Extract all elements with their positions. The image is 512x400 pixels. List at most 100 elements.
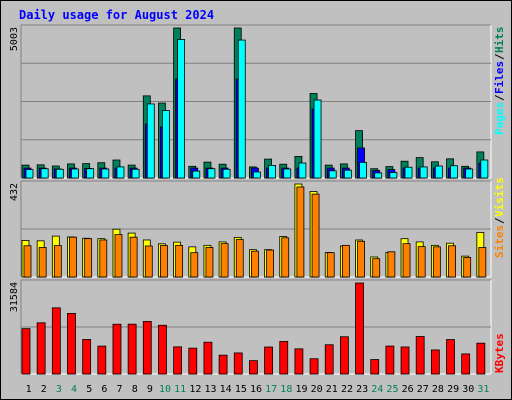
bar-pages-day-23 <box>359 162 367 179</box>
legend-visits: Visits <box>493 177 506 217</box>
bar-pages-day-26 <box>404 166 413 179</box>
legend-separator: / <box>493 217 506 224</box>
bar-pages-day-12 <box>192 170 201 179</box>
bar-sites-day-4 <box>69 236 77 278</box>
bar-pages-day-10 <box>162 110 170 179</box>
x-tick-label-day-14: 14 <box>220 384 232 395</box>
bar-pages-day-21 <box>328 170 337 179</box>
max-label-hits-files-pages: 5003 <box>9 27 20 51</box>
bar-pages-day-3 <box>55 168 64 179</box>
legend-pages: Pages <box>493 102 506 135</box>
x-tick-label-day-16: 16 <box>250 384 262 395</box>
x-tick-label-day-27: 27 <box>417 384 429 395</box>
bar-pages-day-9 <box>146 103 155 179</box>
bar-sites-day-5 <box>84 238 93 278</box>
bar-pages-day-11 <box>177 39 186 179</box>
x-tick-label-day-1: 1 <box>26 384 32 395</box>
bar-kbytes-day-19 <box>294 348 304 375</box>
x-tick-label-day-12: 12 <box>189 384 201 395</box>
x-tick-label-day-25: 25 <box>386 384 398 395</box>
legend-kbytes: KBytes <box>493 333 506 373</box>
bar-kbytes-day-16 <box>249 360 258 375</box>
bar-pages-day-30 <box>465 168 474 179</box>
bar-kbytes-day-13 <box>203 341 213 375</box>
x-tick-label-day-17: 17 <box>265 384 277 395</box>
bar-kbytes-day-22 <box>339 336 349 375</box>
bar-kbytes-day-20 <box>309 358 319 375</box>
bar-kbytes-day-7 <box>112 323 122 375</box>
bar-kbytes-day-25 <box>385 345 395 375</box>
bar-pages-day-20 <box>313 99 322 179</box>
x-tick-label-day-24: 24 <box>371 384 383 395</box>
x-tick-label-day-15: 15 <box>235 384 247 395</box>
x-tick-label-day-31: 31 <box>477 384 489 395</box>
bar-kbytes-day-21 <box>324 344 334 375</box>
bar-sites-day-8 <box>129 236 138 278</box>
bar-sites-day-26 <box>402 243 411 278</box>
bar-sites-day-3 <box>53 245 62 278</box>
bar-pages-day-2 <box>40 168 49 179</box>
bar-sites-day-19 <box>296 186 305 278</box>
bar-pages-day-6 <box>101 168 110 179</box>
x-tick-label-day-2: 2 <box>41 384 47 395</box>
x-tick-label-day-9: 9 <box>147 384 153 395</box>
bar-pages-day-5 <box>86 168 95 179</box>
bar-pages-day-16 <box>253 171 261 179</box>
x-tick-label-day-11: 11 <box>174 384 186 395</box>
bar-sites-day-23 <box>357 240 365 278</box>
chart-title: Daily usage for August 2024 <box>19 8 215 22</box>
bar-pages-day-18 <box>283 168 292 179</box>
bar-pages-day-7 <box>116 166 125 179</box>
bar-kbytes-day-10 <box>158 324 167 375</box>
bar-kbytes-day-29 <box>446 339 455 375</box>
bar-sites-day-11 <box>175 244 184 278</box>
bar-sites-day-15 <box>235 239 244 278</box>
bar-pages-day-1 <box>25 169 34 179</box>
bar-sites-day-9 <box>144 245 153 278</box>
bar-pages-day-25 <box>389 172 398 179</box>
bar-kbytes-day-5 <box>82 339 92 375</box>
bar-kbytes-day-30 <box>461 353 471 375</box>
legend-sites: Sites <box>493 225 506 258</box>
bar-sites-day-1 <box>23 245 32 278</box>
bar-sites-day-28 <box>432 246 441 278</box>
bar-pages-day-24 <box>374 172 383 179</box>
bar-kbytes-day-26 <box>400 346 410 375</box>
bar-kbytes-day-31 <box>476 342 486 375</box>
bar-kbytes-day-6 <box>97 345 107 375</box>
bar-sites-day-20 <box>311 193 320 278</box>
bar-sites-day-22 <box>341 244 350 278</box>
bar-pages-day-29 <box>450 165 458 179</box>
x-tick-label-day-6: 6 <box>101 384 107 395</box>
bar-kbytes-day-3 <box>51 307 61 375</box>
legend-separator: / <box>493 94 506 101</box>
legend-files: Files <box>493 61 506 94</box>
bar-sites-day-7 <box>114 234 123 278</box>
bar-sites-day-2 <box>38 247 47 278</box>
bar-sites-day-13 <box>205 247 214 278</box>
bar-kbytes-day-18 <box>279 341 289 375</box>
x-tick-label-day-18: 18 <box>280 384 292 395</box>
bar-sites-day-6 <box>99 239 108 278</box>
x-tick-label-day-23: 23 <box>356 384 368 395</box>
x-tick-label-day-22: 22 <box>341 384 353 395</box>
x-tick-label-day-19: 19 <box>295 384 307 395</box>
x-tick-label-day-4: 4 <box>71 384 77 395</box>
bar-pages-day-4 <box>71 168 79 179</box>
bar-pages-day-17 <box>268 165 276 179</box>
bar-sites-day-25 <box>387 251 396 278</box>
x-tick-label-day-29: 29 <box>447 384 459 395</box>
x-tick-label-day-20: 20 <box>311 384 323 395</box>
max-label-kbytes: 31584 <box>9 282 20 312</box>
bar-sites-day-29 <box>448 245 456 278</box>
bar-pages-day-31 <box>480 159 489 179</box>
x-tick-label-day-8: 8 <box>132 384 138 395</box>
bar-sites-day-17 <box>266 249 274 278</box>
bar-sites-day-16 <box>251 250 259 278</box>
bar-pages-day-13 <box>207 168 216 179</box>
bar-sites-day-24 <box>372 258 381 278</box>
legend-separator: / <box>493 53 506 60</box>
x-tick-label-day-28: 28 <box>432 384 444 395</box>
x-tick-label-day-3: 3 <box>56 384 62 395</box>
